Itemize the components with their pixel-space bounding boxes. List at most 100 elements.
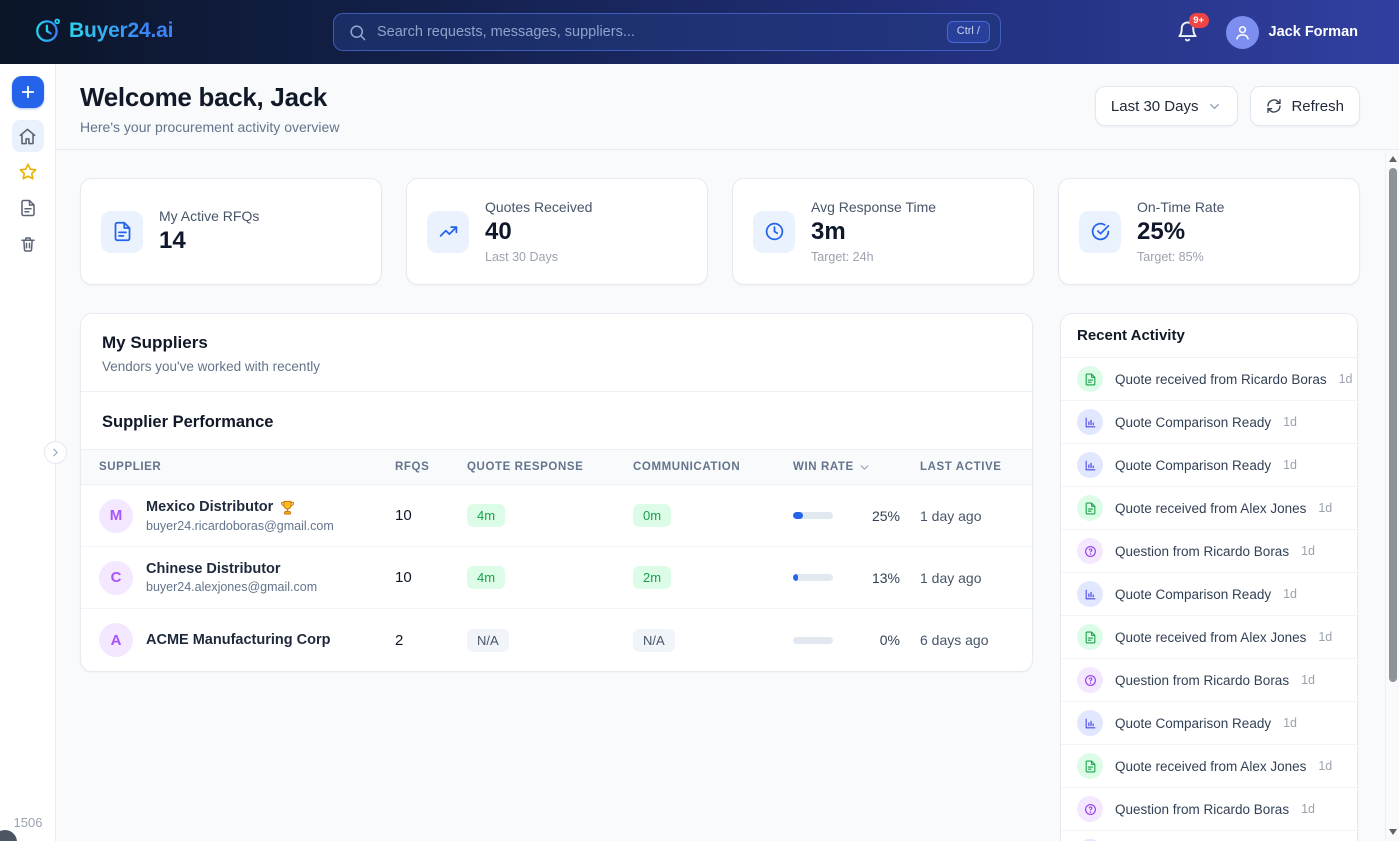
- my-suppliers-card: My Suppliers Vendors you've worked with …: [80, 313, 1033, 672]
- activity-item[interactable]: Quote received from Alex Jones 1d: [1061, 487, 1357, 530]
- search-shortcut-badge: Ctrl /: [946, 21, 990, 43]
- activity-time: 1d: [1318, 630, 1333, 644]
- search-icon: [348, 23, 367, 42]
- recent-activity-card: Recent Activity Quote received from Rica…: [1060, 313, 1358, 841]
- win-rate-value: 0%: [879, 632, 900, 648]
- activity-item[interactable]: Quote Comparison Ready 1d: [1061, 444, 1357, 487]
- search-input[interactable]: [377, 24, 937, 40]
- refresh-label: Refresh: [1291, 97, 1344, 115]
- user-name: Jack Forman: [1268, 24, 1358, 40]
- supplier-avatar: A: [99, 623, 133, 657]
- column-win-rate[interactable]: WIN RATE: [793, 461, 920, 474]
- supplier-name: Mexico Distributor: [146, 499, 274, 515]
- sidebar-expand-button[interactable]: [44, 441, 67, 464]
- activity-time: 1d: [1283, 415, 1297, 429]
- activity-icon: [1077, 839, 1103, 841]
- scroll-down-arrow[interactable]: [1389, 829, 1397, 835]
- activity-icon: [1077, 753, 1103, 779]
- activity-time: 1d: [1283, 458, 1297, 472]
- scrollbar-thumb[interactable]: [1389, 168, 1397, 682]
- stat-card: On-Time Rate 25% Target: 85%: [1058, 178, 1360, 285]
- activity-time: 1d: [1283, 587, 1297, 601]
- activity-item[interactable]: Quote Comparison Ready 1d: [1061, 401, 1357, 444]
- stat-icon: [753, 210, 795, 253]
- rfqs-value: 10: [395, 569, 412, 586]
- activity-item[interactable]: Quote Comparison Ready 1d: [1061, 702, 1357, 745]
- communication-badge: 0m: [633, 504, 672, 527]
- stat-value: 14: [159, 227, 186, 254]
- activity-item[interactable]: Question from Ricardo Boras 1d: [1061, 659, 1357, 702]
- supplier-avatar: M: [99, 498, 133, 533]
- activity-text: Quote received from Alex Jones: [1115, 629, 1307, 645]
- activity-item[interactable]: Quote received from Alex Jones 1d: [1061, 745, 1357, 788]
- activity-time: 1d: [1318, 759, 1333, 773]
- win-rate-value: 13%: [871, 569, 900, 586]
- activity-text: Question from Ricardo Boras: [1115, 543, 1290, 559]
- activity-time: 1d: [1318, 501, 1333, 515]
- column-communication: COMMUNICATION: [633, 461, 741, 473]
- date-range-select[interactable]: Last 30 Days: [1094, 86, 1239, 126]
- scroll-up-arrow[interactable]: [1389, 156, 1397, 162]
- activity-item[interactable]: Quote Comparison Ready 1d: [1061, 573, 1357, 616]
- stat-sub: Target: 24h: [811, 250, 874, 264]
- activity-text: Quote Comparison Ready: [1115, 715, 1272, 731]
- activity-text: Quote received from Alex Jones: [1115, 500, 1307, 516]
- brand-logo[interactable]: Buyer24.ai: [34, 17, 173, 44]
- communication-badge: 2m: [633, 566, 672, 589]
- sidebar-item-trash[interactable]: [12, 228, 44, 260]
- brand-name: Buyer24.ai: [69, 18, 174, 42]
- table-row[interactable]: C Chinese Distributor buyer24.alexjones@…: [81, 547, 1032, 609]
- recent-activity-title: Recent Activity: [1061, 314, 1357, 358]
- user-menu[interactable]: Jack Forman: [1225, 15, 1358, 49]
- main-area: Welcome back, Jack Here's your procureme…: [56, 64, 1399, 841]
- plus-icon: [19, 83, 37, 101]
- create-new-button[interactable]: [11, 76, 44, 108]
- top-navbar: Buyer24.ai Ctrl / 9+ Jack Forman: [0, 0, 1399, 64]
- table-row[interactable]: A ACME Manufacturing Corp 2 N/A N/A 0% 6…: [81, 609, 1032, 671]
- date-range-value: Last 30 Days: [1110, 97, 1199, 115]
- activity-icon: [1077, 495, 1103, 521]
- header-divider: [56, 149, 1399, 150]
- stat-icon: [101, 210, 143, 253]
- home-icon: [18, 127, 37, 146]
- activity-list: Quote received from Ricardo Boras 1d Quo…: [1061, 358, 1357, 841]
- activity-text: Question from Ricardo Boras: [1115, 801, 1290, 817]
- activity-item[interactable]: Quote received from Alex Jones 1d: [1061, 616, 1357, 659]
- activity-item[interactable]: Question from Ricardo Boras 1d: [1061, 530, 1357, 573]
- activity-text: Quote Comparison Ready: [1115, 414, 1272, 430]
- sidebar-item-home[interactable]: [11, 120, 44, 152]
- activity-icon: [1077, 796, 1103, 822]
- stat-label: Avg Response Time: [811, 199, 937, 215]
- win-rate-bar: [793, 574, 833, 581]
- cursor-artifact: [0, 830, 17, 841]
- activity-item[interactable]: Quote received from Ricardo Boras 1d: [1061, 358, 1357, 401]
- communication-badge: N/A: [633, 628, 675, 652]
- win-rate-bar: [793, 512, 833, 519]
- activity-icon: [1077, 710, 1103, 736]
- sidebar-item-favorites[interactable]: [12, 156, 44, 188]
- notifications-button[interactable]: 9+: [1176, 13, 1209, 44]
- page-scrollbar[interactable]: [1385, 150, 1399, 841]
- activity-item[interactable]: Question from Ricardo Boras 1d: [1061, 788, 1357, 831]
- page-subtitle: Here's your procurement activity overvie…: [80, 119, 340, 135]
- supplier-name: ACME Manufacturing Corp: [146, 632, 331, 648]
- chevron-down-icon: [1207, 99, 1222, 114]
- chevron-right-icon: [49, 446, 62, 459]
- stat-card: Avg Response Time 3m Target: 24h: [732, 178, 1034, 285]
- notification-count-badge: 9+: [1188, 13, 1209, 28]
- stat-value: 3m: [811, 218, 846, 245]
- column-quote-response: QUOTE RESPONSE: [467, 461, 584, 473]
- stat-icon: [427, 210, 469, 253]
- stat-card: My Active RFQs 14: [80, 178, 382, 285]
- last-active-value: 1 day ago: [920, 569, 982, 586]
- star-icon: [18, 162, 38, 182]
- refresh-icon: [1266, 98, 1282, 114]
- supplier-name: Chinese Distributor: [146, 561, 281, 577]
- sidebar-item-documents[interactable]: [12, 192, 44, 224]
- quote-response-badge: N/A: [467, 628, 509, 652]
- global-search[interactable]: Ctrl /: [333, 13, 1001, 51]
- table-row[interactable]: M Mexico Distributor buyer24.ricardobora…: [81, 485, 1032, 547]
- refresh-button[interactable]: Refresh: [1250, 86, 1360, 126]
- clock-logo-icon: [34, 17, 61, 44]
- activity-item[interactable]: [1061, 831, 1357, 841]
